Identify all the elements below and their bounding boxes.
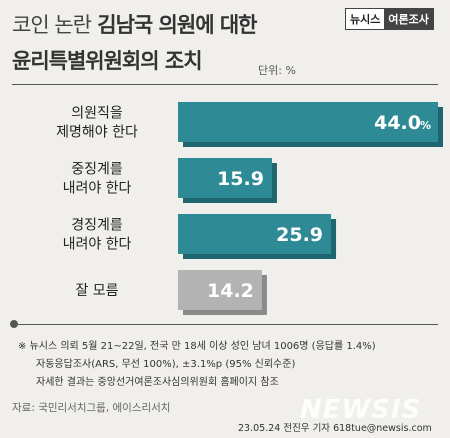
survey-reference-note: 자세한 결과는 중앙선거여론조사심의위원회 홈페이지 참조 xyxy=(36,377,279,388)
bar xyxy=(178,214,332,254)
value-label: 25.9 xyxy=(276,224,323,246)
credit-text: 23.05.24 전진우 기자 618tue@newsis.com xyxy=(238,423,432,434)
unit-label: 단위: % xyxy=(258,64,296,77)
value-label: 44.0 xyxy=(374,112,421,134)
bar xyxy=(178,102,438,142)
bar xyxy=(178,270,262,310)
bar xyxy=(178,158,272,198)
header-divider xyxy=(12,84,438,85)
section-name: 여론조사 xyxy=(384,9,433,29)
watermark-logo: NEWSIS xyxy=(300,395,422,425)
note-bullet-icon xyxy=(10,320,18,328)
title-topic: 코인 논란 xyxy=(12,13,92,37)
note-divider xyxy=(18,324,438,325)
source-text: 자료: 국민리서치그룹, 에이스리서치 xyxy=(12,402,171,414)
survey-note: ※ 뉴시스 의뢰 5월 21~22일, 전국 만 18세 이상 성인 남녀 10… xyxy=(18,341,376,352)
brand-badge: 뉴시스 여론조사 xyxy=(345,8,434,30)
value-label: 14.2 xyxy=(207,280,254,302)
category-label: 내려야 한다 xyxy=(63,237,132,253)
category-label: 내려야 한다 xyxy=(63,181,132,197)
value-unit-label: % xyxy=(420,119,431,132)
chart-title-line2: 윤리특별위원회의 조치 xyxy=(12,49,203,73)
title-subject: 김남국 의원에 대한 xyxy=(97,13,257,37)
survey-method-note: 자동응답조사(ARS, 무선 100%), ±3.1%p (95% 신뢰수준) xyxy=(36,359,296,370)
value-label: 15.9 xyxy=(217,168,264,190)
chart-title: 코인 논란 김남국 의원에 대한 xyxy=(12,9,257,39)
brand-name: 뉴시스 xyxy=(346,9,385,29)
category-label: 의원직을 xyxy=(71,106,123,122)
category-label: 경징계를 xyxy=(71,218,123,234)
category-label: 중징계를 xyxy=(71,162,123,178)
category-label: 잘 모름 xyxy=(75,283,118,299)
category-label: 제명해야 한다 xyxy=(56,125,138,141)
